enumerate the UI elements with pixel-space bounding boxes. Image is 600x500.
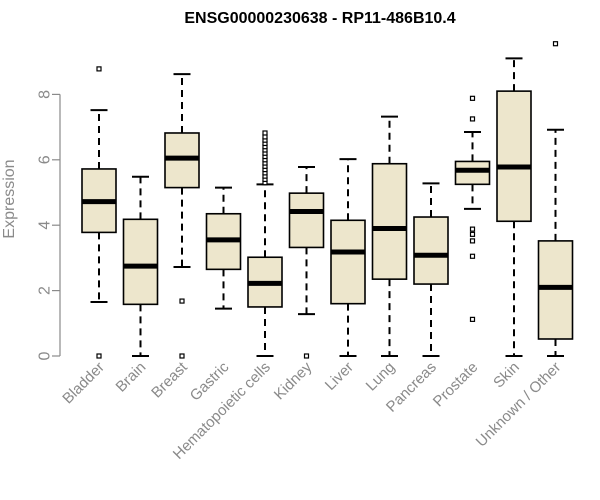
box	[371, 162, 408, 280]
outlier-point	[303, 353, 310, 359]
y-tick-label: 4	[37, 221, 54, 230]
box	[122, 218, 159, 306]
y-axis: 0 2 4 6 8	[37, 90, 61, 360]
outlier-point	[469, 116, 476, 122]
plot-area	[81, 41, 574, 359]
outlier-point	[469, 253, 476, 259]
outlier-point	[469, 316, 476, 322]
box-group	[371, 115, 408, 357]
outlier-point	[469, 231, 476, 237]
box	[537, 240, 574, 340]
box	[413, 216, 449, 285]
outlier-point	[179, 298, 185, 304]
y-tick-label: 8	[37, 90, 54, 99]
outlier-point	[469, 226, 476, 232]
outlier-point	[469, 238, 476, 244]
box	[454, 160, 491, 186]
outlier-point	[552, 41, 559, 47]
y-tick-label: 0	[37, 351, 54, 360]
x-category-label: Kidney	[271, 358, 316, 403]
outlier-point	[96, 353, 102, 359]
box-group	[164, 73, 200, 359]
y-tick-label: 2	[37, 286, 54, 295]
x-category-label: Liver	[322, 359, 357, 394]
y-axis-label: Expression	[1, 159, 18, 238]
outlier-point	[96, 66, 102, 72]
box-group	[330, 158, 366, 357]
box-group	[247, 130, 283, 357]
box-group	[413, 182, 449, 357]
outlier-point	[262, 130, 268, 136]
outlier-point	[469, 95, 476, 101]
box-group	[205, 186, 242, 310]
chart-title: ENSG00000230638 - RP11-486B10.4	[184, 10, 455, 27]
x-category-label: Lung	[363, 359, 399, 395]
box-group	[537, 41, 574, 357]
x-category-label: Bladder	[59, 359, 108, 408]
box	[330, 219, 366, 305]
box-group	[81, 66, 117, 359]
x-category-label: Brain	[113, 359, 150, 396]
x-category-label: Skin	[490, 359, 523, 392]
y-tick-label: 6	[37, 155, 54, 164]
box	[288, 192, 325, 249]
box-group	[454, 95, 491, 322]
box-group	[496, 57, 532, 357]
x-category-label: Prostate	[430, 359, 482, 411]
box	[496, 90, 532, 223]
outlier-point	[179, 353, 185, 359]
box-group	[288, 165, 325, 359]
box-group	[122, 175, 159, 357]
x-category-label: Breast	[148, 358, 191, 401]
